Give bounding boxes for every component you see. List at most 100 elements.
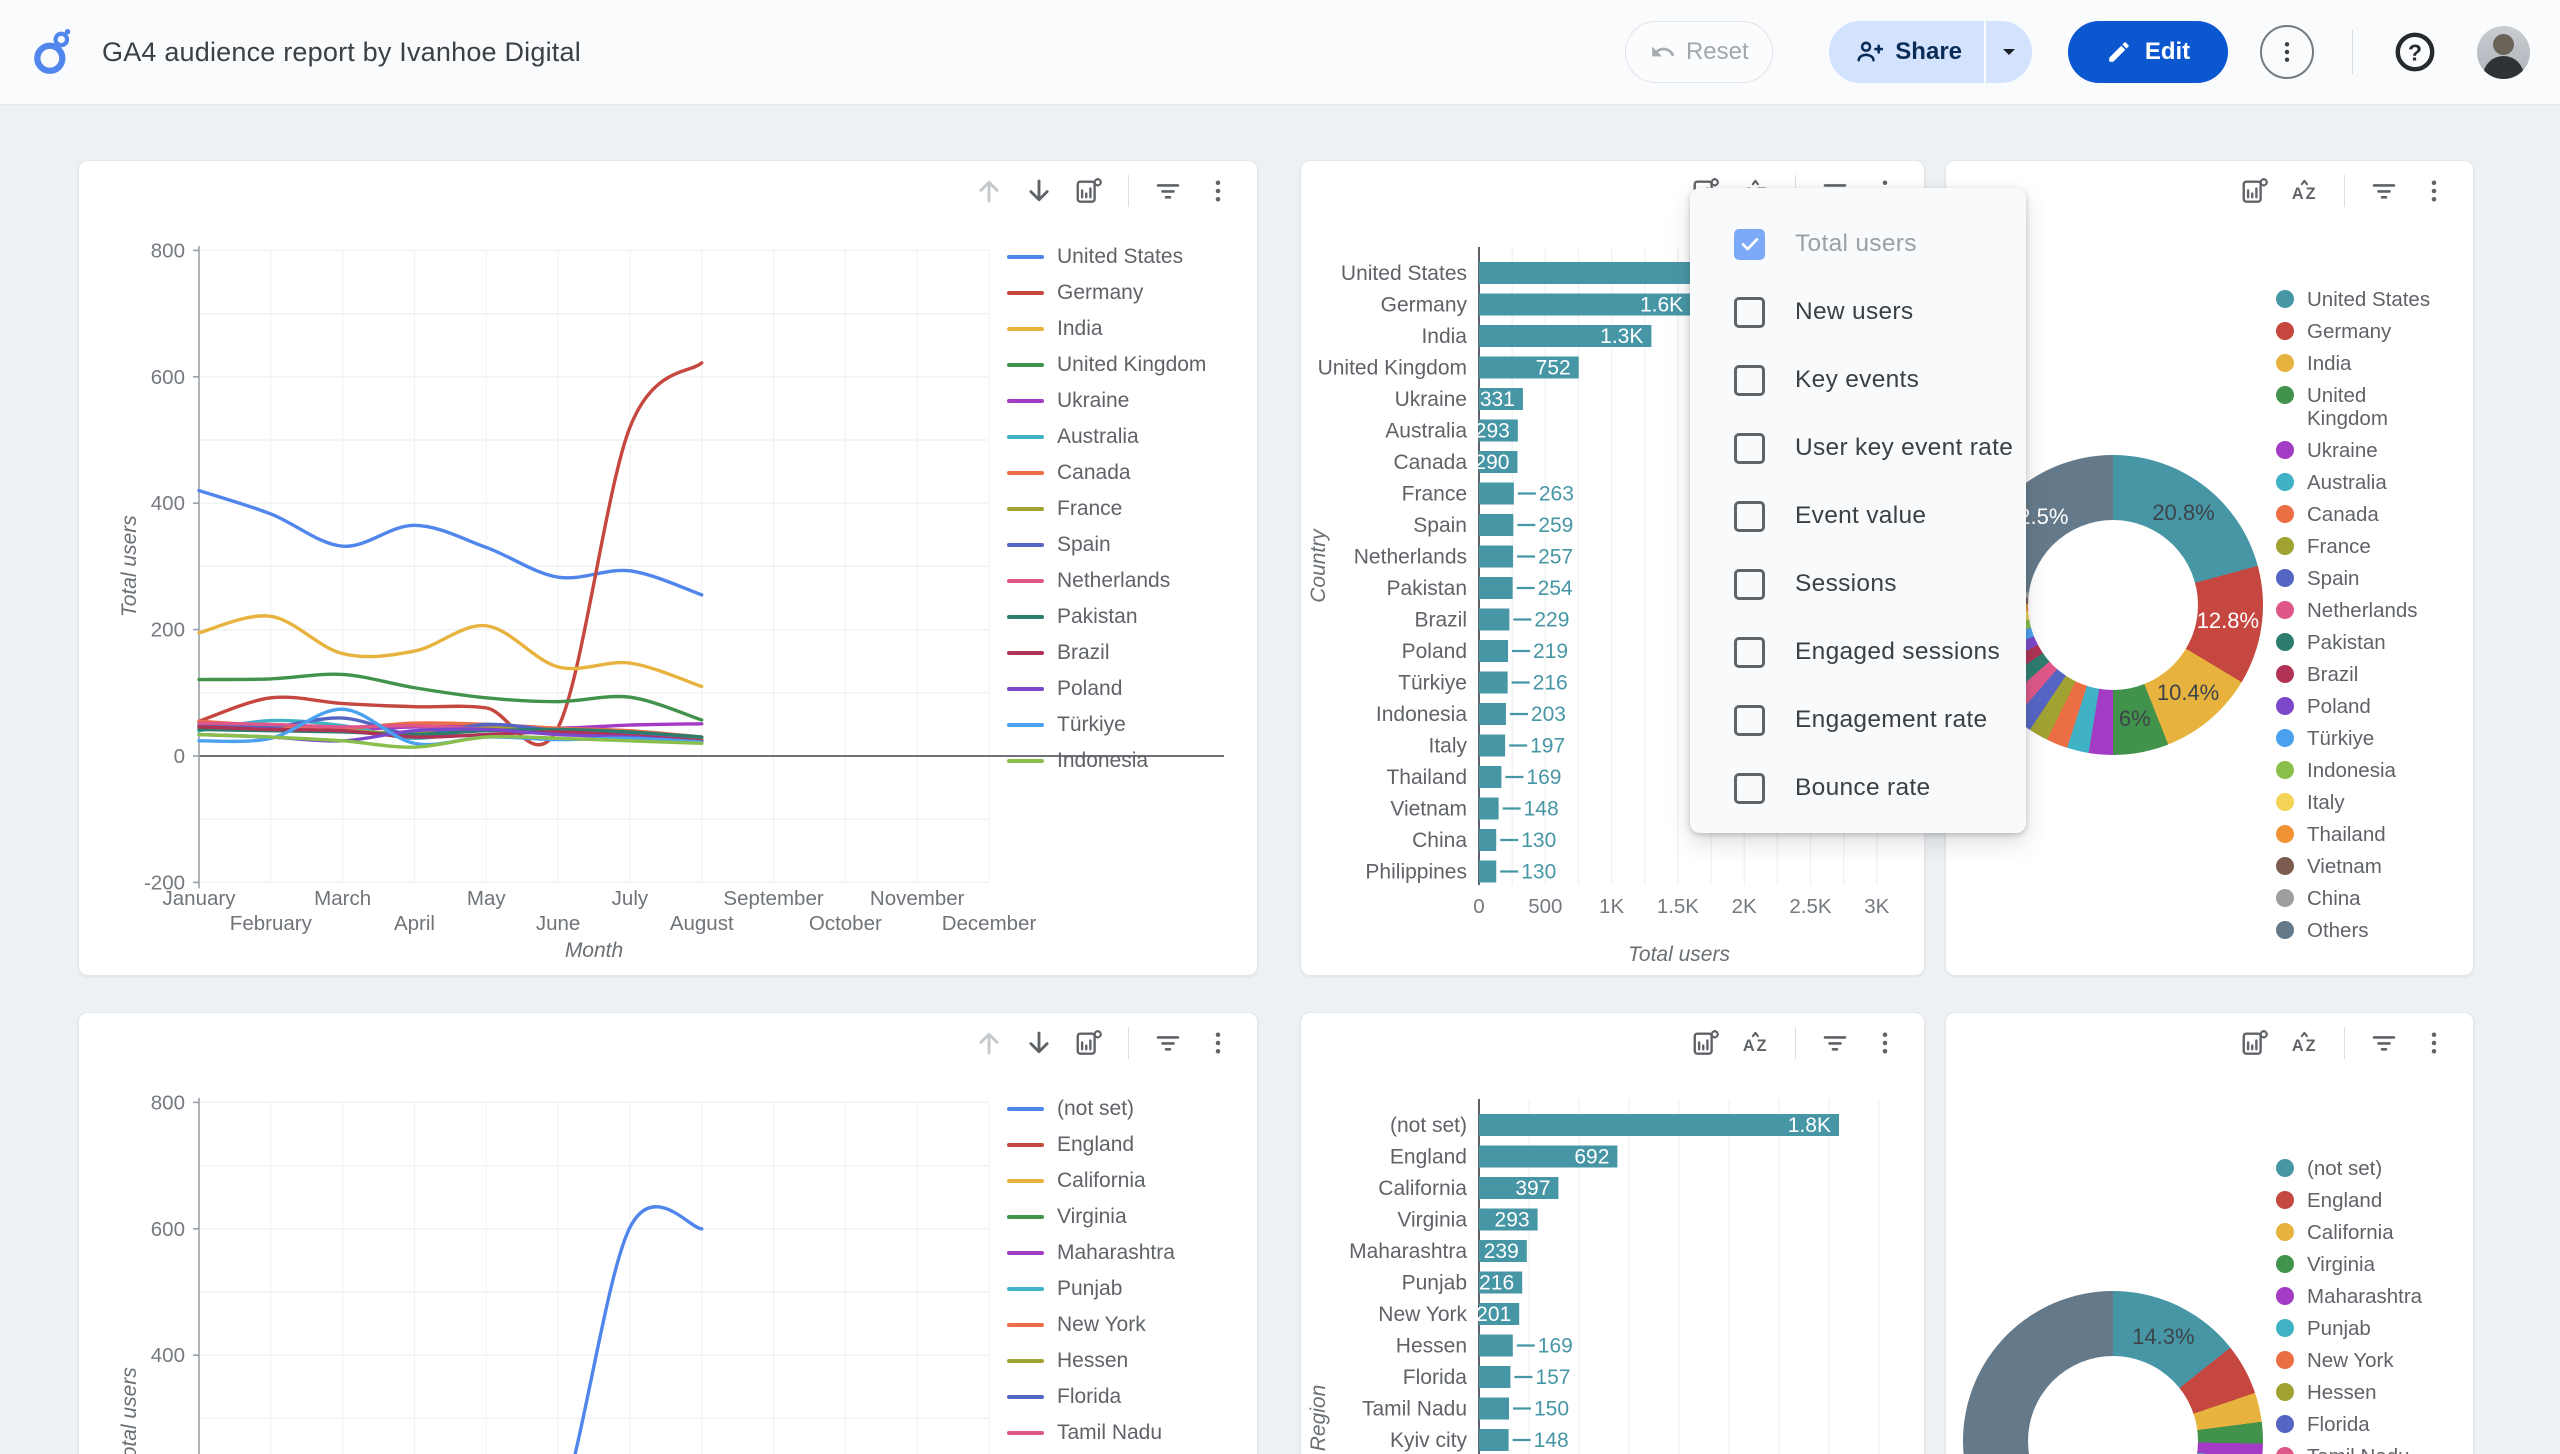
bar-canada[interactable] [1479, 451, 1518, 473]
filter-icon[interactable] [2369, 176, 2399, 206]
bar-germany[interactable] [1479, 293, 1692, 316]
menu-item-key-events[interactable]: Key events [1690, 346, 2026, 414]
chart-settings-icon[interactable] [1691, 1028, 1721, 1058]
bar-florida[interactable] [1479, 1366, 1511, 1388]
avatar[interactable] [2477, 25, 2530, 79]
bar-punjab[interactable] [1479, 1271, 1523, 1294]
filter-icon[interactable] [2369, 1028, 2399, 1058]
bar-netherlands[interactable] [1479, 545, 1514, 568]
bar-china[interactable] [1479, 829, 1497, 851]
move-up-icon[interactable] [974, 176, 1004, 206]
help-icon[interactable]: ? [2393, 30, 2437, 74]
more-options-icon[interactable] [2419, 176, 2449, 206]
legend-item-new-york: New York [2276, 1349, 2454, 1372]
bar-england[interactable] [1479, 1145, 1618, 1168]
chart-settings-icon[interactable] [2240, 1028, 2270, 1058]
bar-maharashtra[interactable] [1479, 1240, 1527, 1262]
series-line-indonesia[interactable] [197, 732, 704, 749]
share-options-caret[interactable] [1986, 21, 2032, 83]
checkbox-checked-icon[interactable] [1734, 228, 1765, 260]
checkbox-unchecked-icon[interactable] [1734, 296, 1765, 328]
bar-philippines[interactable] [1479, 860, 1497, 883]
menu-item-bounce-rate[interactable]: Bounce rate [1690, 754, 2026, 822]
reset-button[interactable]: Reset [1625, 21, 1774, 83]
bar-tamil-nadu[interactable] [1479, 1397, 1509, 1420]
menu-item-new-users[interactable]: New users [1690, 278, 2026, 346]
checkbox-unchecked-icon[interactable] [1734, 636, 1765, 668]
filter-icon[interactable] [1820, 1028, 1850, 1058]
menu-item-engaged-sessions[interactable]: Engaged sessions [1690, 618, 2026, 686]
more-options-icon[interactable] [1203, 1028, 1233, 1058]
checkbox-unchecked-icon[interactable] [1734, 432, 1765, 464]
series-line-united-kingdom[interactable] [197, 672, 704, 722]
filter-icon[interactable] [1153, 176, 1183, 206]
menu-item-total-users[interactable]: Total users [1690, 210, 2026, 278]
bar-india[interactable] [1479, 325, 1652, 347]
legend-label: United Kingdom [2307, 384, 2388, 430]
bar-australia[interactable] [1479, 419, 1518, 442]
bar-t-rkiye[interactable] [1479, 671, 1508, 694]
move-down-icon[interactable] [1024, 176, 1054, 206]
donut-chart-regions[interactable]: 14.3% (not set) England California Virginia M… [1946, 1013, 2473, 1454]
menu-item-event-value[interactable]: Event value [1690, 482, 2026, 550]
toolbar-divider [2344, 1027, 2345, 1059]
filter-icon[interactable] [1153, 1028, 1183, 1058]
series-line-germany[interactable] [197, 361, 704, 747]
bar-chart-countries[interactable]: United States Germany 1.6K India 1.3K United … [1301, 161, 1924, 975]
bar-poland[interactable] [1479, 640, 1509, 662]
bar-hessen[interactable] [1479, 1334, 1513, 1357]
series-line-india[interactable] [197, 614, 704, 689]
move-down-icon[interactable] [1024, 1028, 1054, 1058]
series-line-united-states[interactable] [197, 488, 704, 597]
bar-kyiv-city[interactable] [1479, 1429, 1509, 1451]
bar-not-set[interactable] [1479, 1114, 1839, 1136]
chart-settings-icon[interactable] [1074, 176, 1104, 206]
legend-label: Indonesia [1057, 749, 1149, 772]
svg-text:A: A [2292, 1037, 2304, 1055]
more-options-icon[interactable] [2419, 1028, 2449, 1058]
menu-item-engagement-rate[interactable]: Engagement rate [1690, 686, 2026, 754]
bar-pakistan[interactable] [1479, 577, 1513, 599]
edit-button[interactable]: Edit [2068, 21, 2228, 83]
bar-thailand[interactable] [1479, 766, 1502, 788]
bar-brazil[interactable] [1479, 608, 1510, 631]
chart-settings-icon[interactable] [2240, 176, 2270, 206]
move-up-icon[interactable] [974, 1028, 1004, 1058]
bar-virginia[interactable] [1479, 1208, 1538, 1231]
checkbox-unchecked-icon[interactable] [1734, 704, 1765, 736]
chart-card-line-regions[interactable]: 8006004002000-200JanuaryFebruaryMarchApr… [78, 1012, 1258, 1454]
chart-card-line-countries[interactable]: 800 600 400 200 0 -200 January February March Apr… [78, 160, 1258, 976]
checkbox-unchecked-icon[interactable] [1734, 364, 1765, 396]
more-options-icon[interactable] [1870, 1028, 1900, 1058]
bar-spain[interactable] [1479, 514, 1514, 536]
menu-item-sessions[interactable]: Sessions [1690, 550, 2026, 618]
line-chart-countries[interactable]: 800 600 400 200 0 -200 January February March Apr… [79, 161, 1257, 975]
bar-new-york[interactable] [1479, 1303, 1520, 1325]
line-chart-regions[interactable]: 8006004002000-200JanuaryFebruaryMarchApr… [79, 1013, 1257, 1454]
bar-indonesia[interactable] [1479, 703, 1506, 725]
series-line-not-set[interactable] [199, 1205, 704, 1454]
more-options-icon[interactable] [1203, 176, 1233, 206]
chart-settings-icon[interactable] [1074, 1028, 1104, 1058]
header-more-options-button[interactable] [2260, 25, 2314, 79]
bar-chart-regions[interactable]: (not set) 1.8K England 692 California 397 Virg… [1301, 1013, 1924, 1454]
legend-label: Virginia [1057, 1205, 1127, 1228]
bar-ukraine[interactable] [1479, 388, 1523, 410]
menu-item-user-key-event-rate[interactable]: User key event rate [1690, 414, 2026, 482]
bar-france[interactable] [1479, 482, 1514, 505]
checkbox-unchecked-icon[interactable] [1734, 772, 1765, 804]
checkbox-unchecked-icon[interactable] [1734, 568, 1765, 600]
bar-california[interactable] [1479, 1177, 1559, 1199]
bar-vietnam[interactable] [1479, 797, 1499, 820]
checkbox-unchecked-icon[interactable] [1734, 500, 1765, 532]
share-button[interactable]: Share [1829, 21, 1984, 83]
bar-italy[interactable] [1479, 734, 1506, 757]
bar-united-kingdom[interactable] [1479, 356, 1579, 379]
donut-ring[interactable] [1963, 1291, 2263, 1454]
